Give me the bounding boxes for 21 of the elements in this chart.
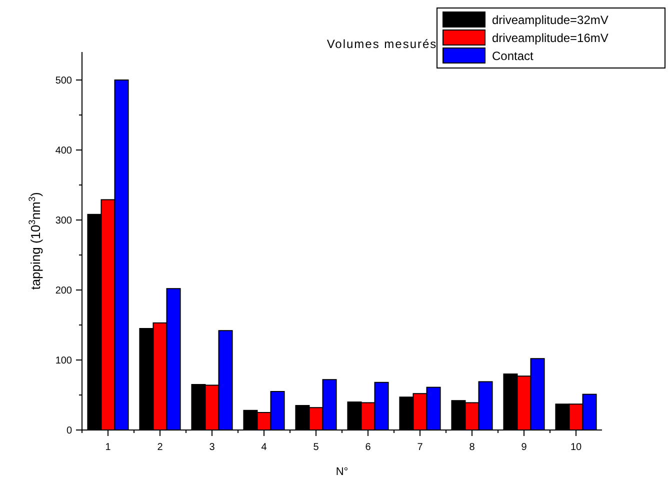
x-tick-label: 4 — [261, 442, 268, 453]
chart-title: Volumes mesurés — [326, 37, 438, 51]
y-tick-label: 100 — [55, 356, 72, 366]
x-tick-label: 2 — [157, 442, 164, 453]
x-axis-title: N° — [336, 466, 348, 478]
x-tick-label: 10 — [570, 442, 582, 453]
y-tick-label: 300 — [55, 216, 72, 226]
x-tick-label: 1 — [105, 442, 112, 453]
x-tick-label: 7 — [417, 442, 424, 453]
y-tick-label: 0 — [66, 426, 72, 436]
x-tick-label: 8 — [469, 442, 476, 453]
y-tick-label: 500 — [55, 76, 72, 86]
y-tick-label: 200 — [55, 286, 72, 296]
legend-label: driveamplitude=32mV — [492, 13, 608, 28]
legend-label: Contact — [492, 49, 534, 64]
y-tick-label: 400 — [55, 146, 72, 156]
x-tick-label: 3 — [209, 442, 216, 453]
x-tick-label: 9 — [521, 442, 528, 453]
legend-label: driveamplitude=16mV — [492, 31, 608, 46]
x-tick-label: 6 — [365, 442, 372, 453]
x-tick-label: 5 — [313, 442, 320, 453]
